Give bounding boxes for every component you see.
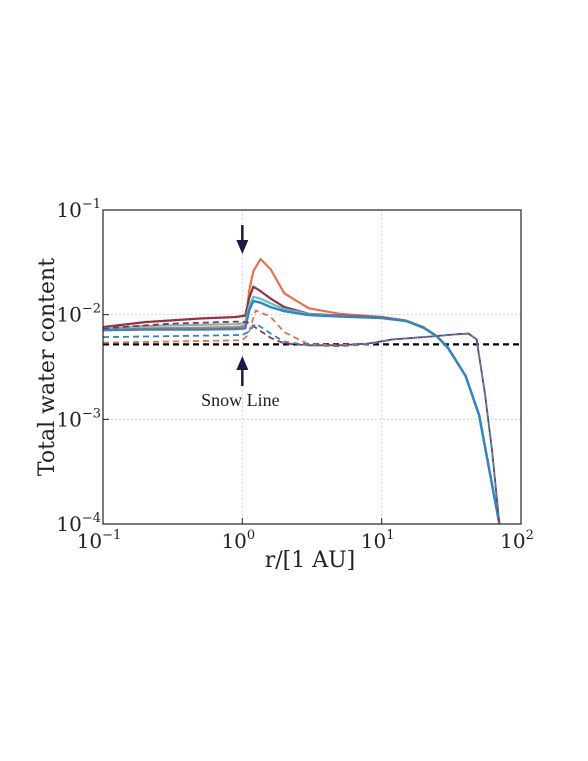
x-axis-label: r/[1 AU]: [265, 548, 356, 573]
y-axis-label: Total water content: [35, 258, 60, 476]
ticks: 10−1 100 101 102 10−4 10−3 10−2 10−1: [56, 197, 533, 553]
series-line-4: [102, 299, 501, 525]
x-tick-label: 101: [361, 528, 395, 553]
y-tick-label: 10−3: [56, 406, 101, 431]
snow-line-label: Snow Line: [201, 390, 280, 410]
y-tick-label: 10−1: [56, 197, 101, 222]
x-tick-label: 102: [500, 528, 534, 553]
y-tick-label: 10−2: [56, 302, 101, 327]
x-tick-label: 10−1: [77, 528, 122, 553]
plot-frame: [102, 209, 522, 525]
x-tick-label: 100: [221, 528, 255, 553]
y-tick-label: 10−4: [56, 511, 101, 536]
snow-line-annotation: Snow Line: [201, 225, 280, 410]
snow-line-arrow-up-head: [236, 356, 249, 370]
series-line-6: [102, 320, 501, 525]
snow-line-arrow-down-head: [236, 240, 249, 254]
series-line-7: [102, 322, 501, 525]
series-layer: [102, 257, 501, 525]
